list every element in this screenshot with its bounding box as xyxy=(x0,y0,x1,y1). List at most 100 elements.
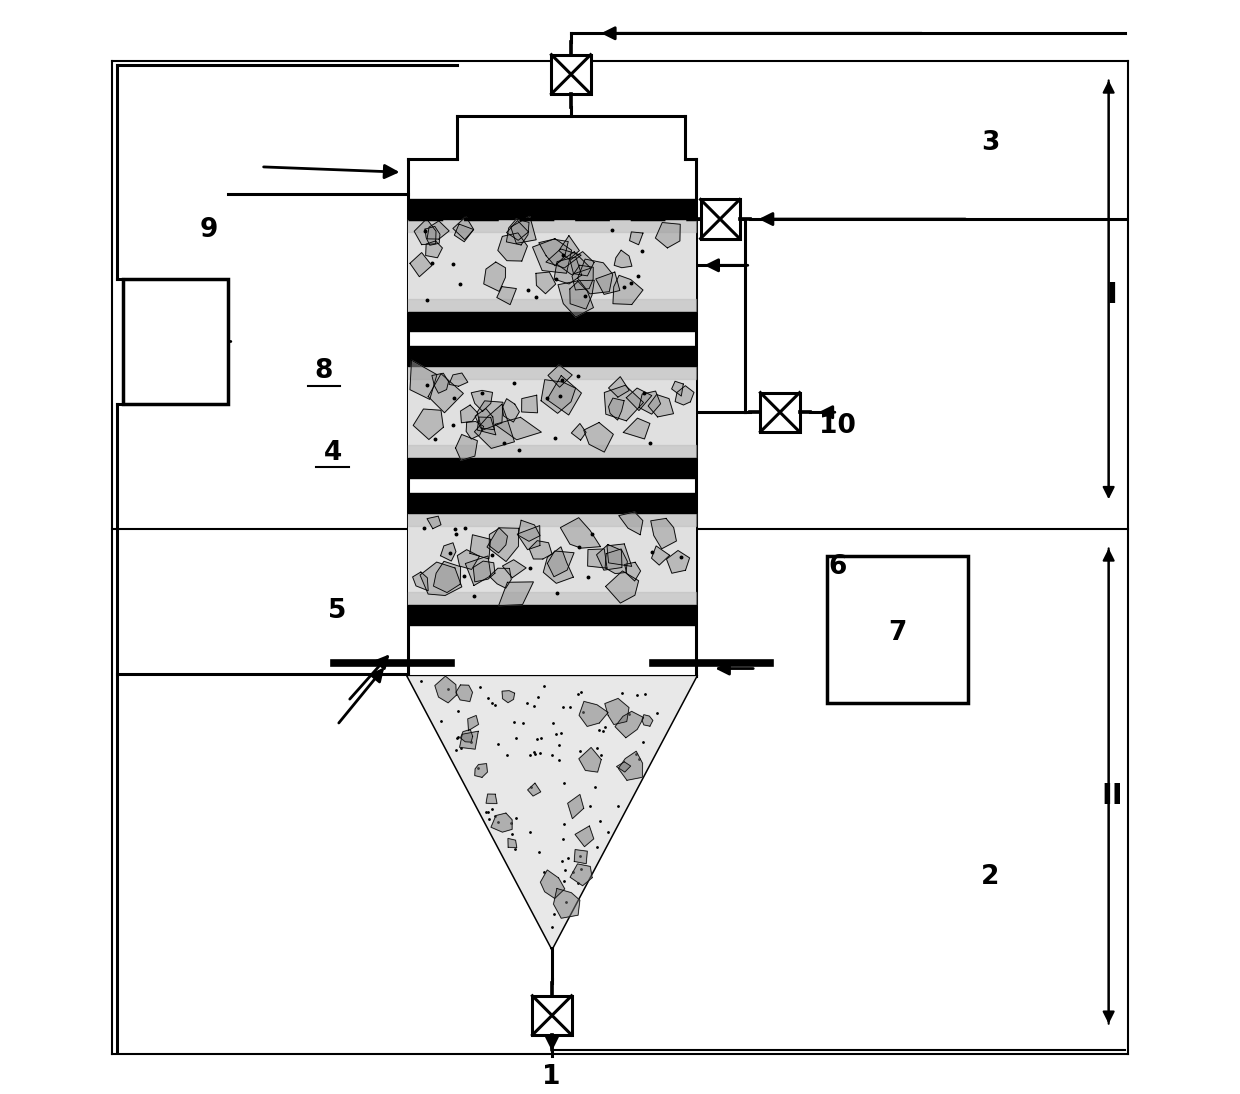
Polygon shape xyxy=(554,257,582,284)
Polygon shape xyxy=(420,562,461,595)
Polygon shape xyxy=(470,535,491,559)
Polygon shape xyxy=(474,561,495,582)
Polygon shape xyxy=(460,730,472,742)
Polygon shape xyxy=(497,233,527,261)
Polygon shape xyxy=(605,571,639,603)
Polygon shape xyxy=(455,434,477,461)
Bar xyxy=(408,219,696,312)
Polygon shape xyxy=(498,582,533,606)
Polygon shape xyxy=(427,516,441,528)
Polygon shape xyxy=(570,864,593,886)
Polygon shape xyxy=(497,287,516,304)
Polygon shape xyxy=(517,525,539,549)
Polygon shape xyxy=(651,519,677,549)
Polygon shape xyxy=(428,374,464,412)
Polygon shape xyxy=(553,888,580,918)
Polygon shape xyxy=(595,272,620,294)
Text: II: II xyxy=(1101,782,1122,810)
Polygon shape xyxy=(570,252,594,276)
Polygon shape xyxy=(532,996,572,1035)
Polygon shape xyxy=(460,731,479,749)
Polygon shape xyxy=(559,235,579,259)
Polygon shape xyxy=(639,391,661,415)
Polygon shape xyxy=(475,408,495,430)
Polygon shape xyxy=(578,259,613,294)
Polygon shape xyxy=(413,409,444,440)
Polygon shape xyxy=(471,391,492,411)
Polygon shape xyxy=(649,395,673,417)
Polygon shape xyxy=(536,272,556,293)
Polygon shape xyxy=(574,850,588,864)
Text: 6: 6 xyxy=(828,555,847,580)
Polygon shape xyxy=(572,423,587,440)
Polygon shape xyxy=(490,528,507,552)
Text: 2: 2 xyxy=(981,864,999,891)
Polygon shape xyxy=(626,388,652,410)
Polygon shape xyxy=(615,711,644,737)
Polygon shape xyxy=(456,685,472,701)
Polygon shape xyxy=(490,568,511,589)
Bar xyxy=(408,513,696,605)
Polygon shape xyxy=(651,546,670,566)
Polygon shape xyxy=(624,418,650,439)
Polygon shape xyxy=(552,55,590,94)
Polygon shape xyxy=(475,405,515,449)
Polygon shape xyxy=(548,365,572,387)
Polygon shape xyxy=(477,417,496,435)
Polygon shape xyxy=(609,376,629,397)
Polygon shape xyxy=(541,380,575,414)
Polygon shape xyxy=(619,512,642,535)
Polygon shape xyxy=(507,221,528,241)
Polygon shape xyxy=(547,375,582,415)
Polygon shape xyxy=(539,240,568,266)
Text: I: I xyxy=(1106,281,1117,310)
Polygon shape xyxy=(560,517,600,548)
Polygon shape xyxy=(495,417,542,440)
Polygon shape xyxy=(619,752,642,780)
Polygon shape xyxy=(502,560,526,578)
Polygon shape xyxy=(453,217,474,240)
Polygon shape xyxy=(605,549,627,573)
Text: 7: 7 xyxy=(888,619,906,645)
Polygon shape xyxy=(449,373,467,386)
Polygon shape xyxy=(502,690,515,702)
Polygon shape xyxy=(596,545,622,570)
Polygon shape xyxy=(460,405,477,422)
Text: 1: 1 xyxy=(542,1063,560,1090)
Polygon shape xyxy=(760,393,800,432)
Polygon shape xyxy=(502,398,520,422)
Polygon shape xyxy=(675,386,694,405)
Polygon shape xyxy=(614,251,632,268)
Polygon shape xyxy=(465,556,491,585)
Text: 3: 3 xyxy=(981,130,999,155)
Polygon shape xyxy=(608,544,631,567)
Polygon shape xyxy=(672,382,683,396)
Polygon shape xyxy=(425,226,440,245)
Polygon shape xyxy=(511,217,536,243)
Polygon shape xyxy=(584,422,614,452)
Polygon shape xyxy=(630,232,644,245)
Text: 5: 5 xyxy=(327,597,346,624)
Polygon shape xyxy=(572,265,593,290)
Polygon shape xyxy=(414,219,436,245)
Polygon shape xyxy=(579,701,608,726)
Polygon shape xyxy=(435,676,456,702)
Polygon shape xyxy=(666,550,689,573)
Polygon shape xyxy=(558,281,594,317)
Polygon shape xyxy=(701,199,740,238)
Polygon shape xyxy=(410,253,432,277)
Bar xyxy=(123,279,228,404)
Polygon shape xyxy=(484,263,506,291)
Polygon shape xyxy=(570,280,594,310)
Polygon shape xyxy=(527,783,541,796)
Polygon shape xyxy=(616,761,631,772)
Polygon shape xyxy=(547,551,574,577)
Polygon shape xyxy=(458,549,480,570)
Polygon shape xyxy=(604,385,644,421)
Polygon shape xyxy=(642,714,653,726)
Polygon shape xyxy=(518,521,541,542)
Polygon shape xyxy=(477,400,503,430)
Text: 9: 9 xyxy=(200,217,218,243)
Text: 8: 8 xyxy=(315,359,334,384)
Polygon shape xyxy=(506,219,529,245)
